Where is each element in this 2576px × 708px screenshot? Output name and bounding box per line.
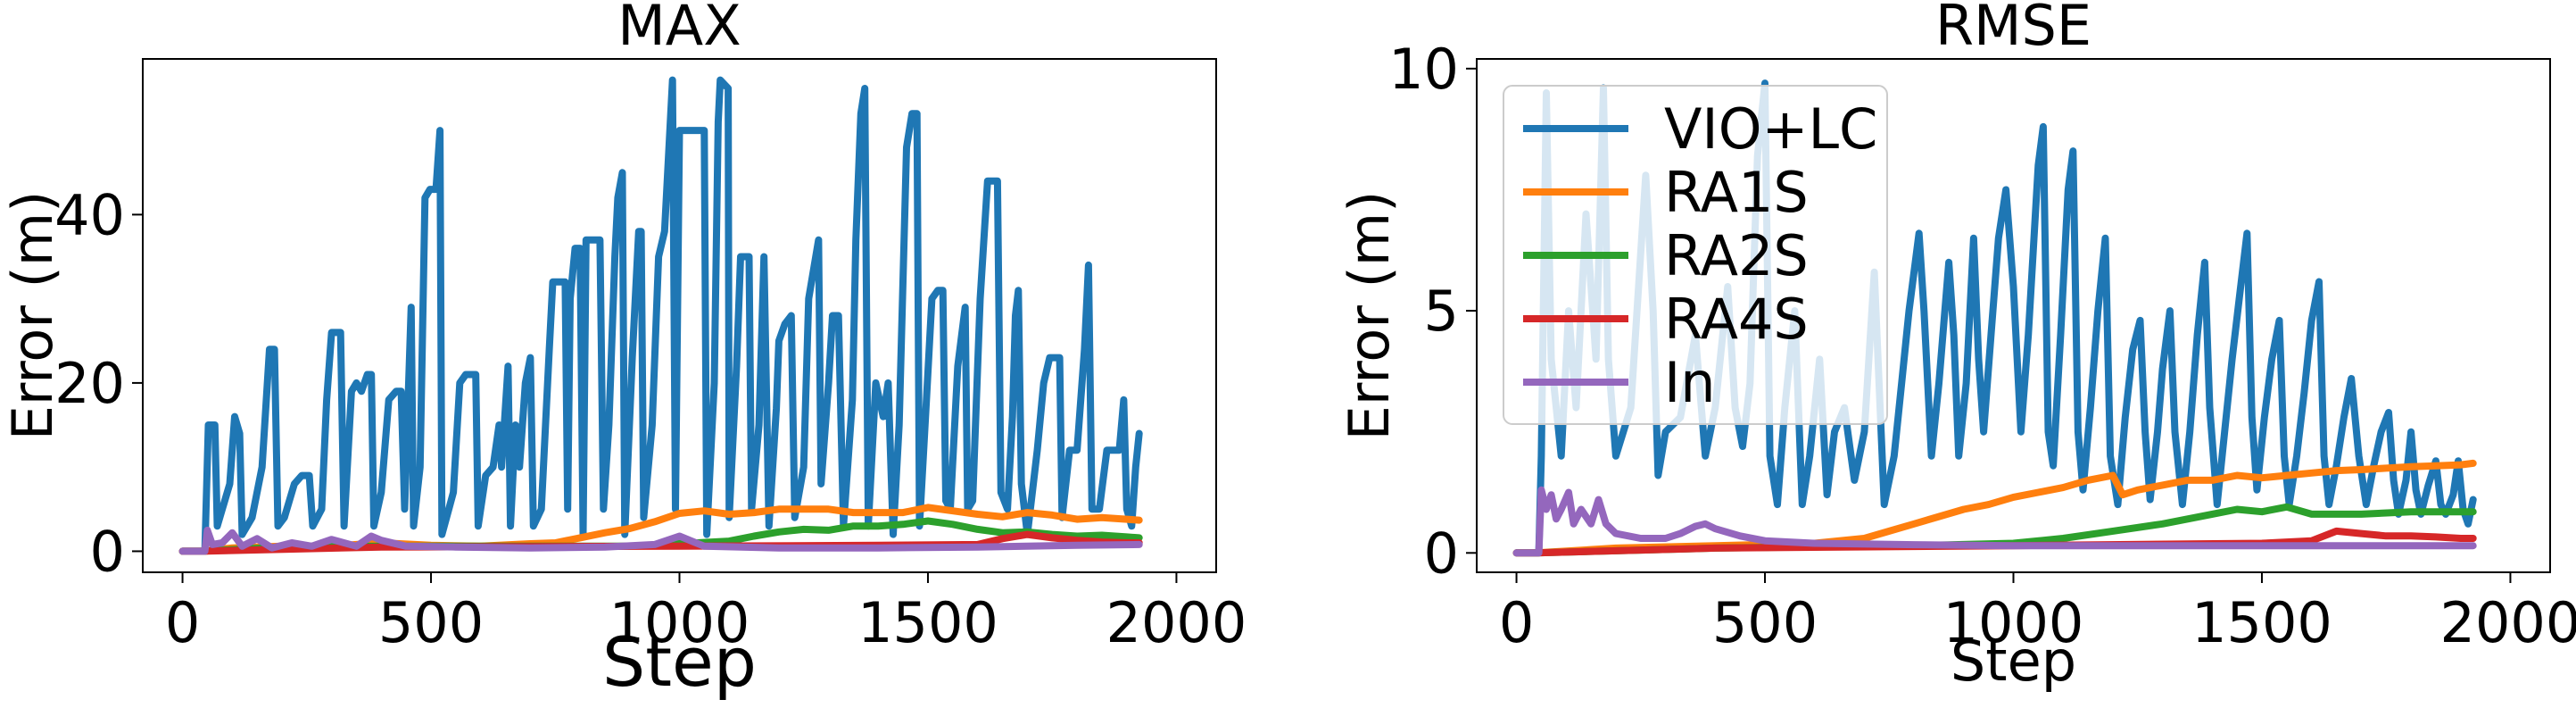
y-tick-label: 20 bbox=[54, 351, 125, 416]
series-group bbox=[1512, 79, 2477, 557]
legend-box bbox=[1503, 85, 1888, 425]
y-tick-label: 5 bbox=[1424, 279, 1459, 344]
x-tick-label: 1000 bbox=[1943, 590, 2084, 655]
legend-label: RA2S bbox=[1664, 223, 1809, 288]
y-tick-label: 0 bbox=[90, 519, 125, 584]
y-axis-label: Error (m) bbox=[0, 191, 65, 441]
x-tick-label: 1500 bbox=[857, 590, 998, 655]
x-tick-label: 2000 bbox=[1106, 590, 1247, 655]
x-tick-label: 0 bbox=[165, 590, 200, 655]
y-axis-label: Error (m) bbox=[1337, 191, 1402, 441]
x-tick-label: 2000 bbox=[2440, 590, 2576, 655]
y-tick-label: 0 bbox=[1424, 521, 1459, 586]
x-axis-label: Step bbox=[602, 622, 757, 702]
x-tick-label: 500 bbox=[378, 590, 484, 655]
chart-title: MAX bbox=[617, 0, 741, 58]
legend-label: In bbox=[1664, 350, 1716, 415]
panel-rmse: 0 500 1000 1500 2000 0 5 10 RMSE Step Error (m) VIO… bbox=[1337, 0, 2576, 694]
x-axis-label: Step bbox=[1951, 629, 2076, 694]
panel-max: 0 500 1000 1500 2000 0 20 40 MAX Step Error (m) bbox=[0, 0, 1247, 702]
chart-title: RMSE bbox=[1935, 0, 2091, 58]
y-tick-label: 10 bbox=[1388, 37, 1459, 102]
legend-label: RA1S bbox=[1664, 160, 1809, 225]
series-line-in bbox=[1512, 486, 2477, 557]
series-line-ra4s bbox=[1512, 527, 2477, 557]
series-group bbox=[178, 76, 1143, 555]
x-tick-label: 1500 bbox=[2191, 590, 2332, 655]
x-tick-label: 0 bbox=[1499, 590, 1534, 655]
legend-label: RA4S bbox=[1664, 287, 1809, 352]
x-tick-label: 500 bbox=[1712, 590, 1818, 655]
y-tick-label: 40 bbox=[54, 182, 125, 247]
x-tick-label: 1000 bbox=[609, 590, 750, 655]
series-line-ra1s bbox=[1512, 459, 2477, 557]
series-line-in bbox=[178, 526, 1143, 555]
series-line-vio-lc bbox=[178, 76, 1143, 555]
legend-label: VIO+LC bbox=[1664, 96, 1877, 162]
